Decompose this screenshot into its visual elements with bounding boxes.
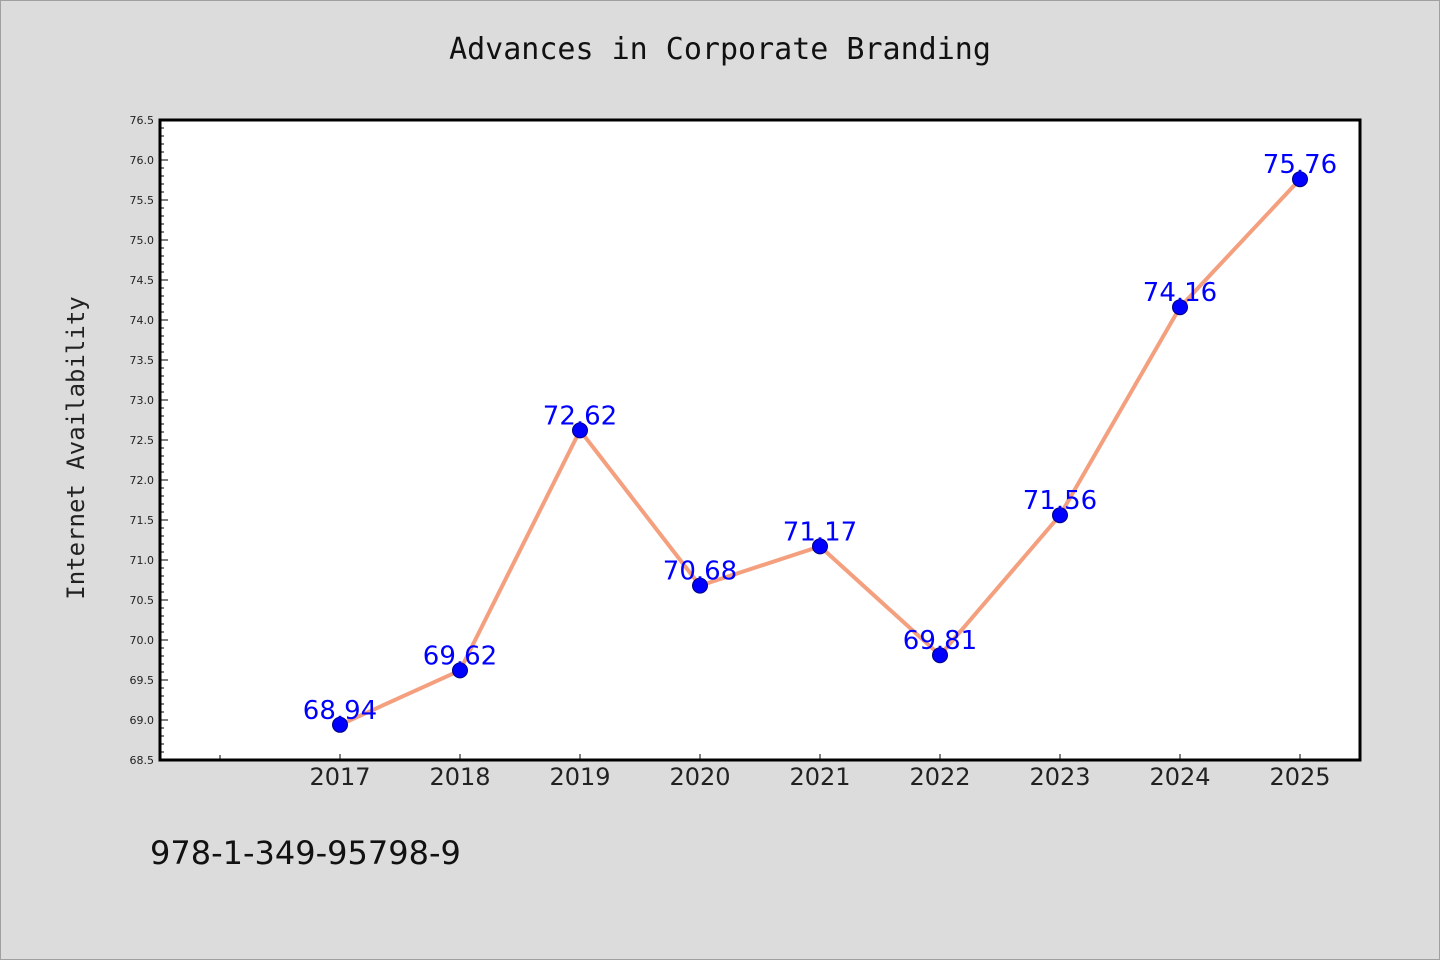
x-tick-label: 2018	[429, 763, 490, 791]
chart-title: Advances in Corporate Branding	[449, 32, 991, 67]
y-tick-label: 73.0	[130, 394, 155, 407]
data-point	[692, 577, 708, 594]
y-tick-label: 69.5	[130, 674, 155, 687]
y-tick-label: 70.5	[130, 594, 155, 607]
y-tick-label: 70.0	[130, 634, 155, 647]
data-point	[572, 422, 588, 439]
y-tick-label: 73.5	[130, 354, 155, 367]
y-axis-ticks: 68.5 69.0 69.5 70.0 70.5 71.0 71.5 72.0 72.5 73.0…	[130, 114, 168, 767]
data-label: 71.17	[783, 517, 857, 547]
y-tick-label: 71.5	[130, 514, 155, 527]
y-tick-label: 69.0	[130, 714, 155, 727]
data-point	[1172, 299, 1188, 316]
x-tick-label: 2023	[1029, 763, 1090, 791]
y-tick-label: 76.0	[130, 154, 155, 167]
y-tick-label: 71.0	[130, 554, 155, 567]
x-tick-label: 2020	[669, 763, 730, 791]
y-tick-label: 68.5	[130, 754, 155, 767]
data-markers	[332, 171, 1308, 733]
data-label: 74.16	[1143, 278, 1217, 308]
y-tick-label: 75.0	[130, 234, 155, 247]
y-tick-label: 75.5	[130, 194, 155, 207]
data-label: 68.94	[303, 696, 377, 726]
isbn-text: 978-1-349-95798-9	[150, 834, 461, 872]
x-tick-label: 2019	[549, 763, 610, 791]
x-tick-label: 2021	[789, 763, 850, 791]
y-tick-label: 72.0	[130, 474, 155, 487]
data-label: 75.76	[1263, 150, 1337, 180]
data-point	[1052, 507, 1068, 524]
y-tick-label: 74.0	[130, 314, 155, 327]
x-tick-label: 2024	[1149, 763, 1210, 791]
data-label: 69.81	[903, 626, 977, 656]
data-point	[932, 647, 948, 664]
data-point	[1292, 171, 1308, 188]
data-label: 71.56	[1023, 486, 1097, 516]
data-point	[452, 662, 468, 679]
plot-area	[158, 118, 1362, 762]
data-label: 72.62	[543, 401, 617, 431]
data-label: 69.62	[423, 641, 497, 671]
x-axis-ticks: 2017 2018 2019 2020 2021 2022 2023 2024 2025	[219, 754, 1331, 791]
y-tick-label: 72.5	[130, 434, 155, 447]
data-labels: 68.94 69.62 72.62 70.68 71.17 69.81 71.56 74.16…	[303, 150, 1337, 726]
data-label: 70.68	[663, 557, 737, 587]
x-tick-label: 2022	[909, 763, 970, 791]
data-point	[812, 538, 828, 555]
x-tick-label: 2025	[1269, 763, 1330, 791]
x-tick-label: 2017	[309, 763, 370, 791]
y-tick-label: 74.5	[130, 274, 155, 287]
y-tick-label: 76.5	[130, 114, 155, 127]
data-point	[332, 716, 348, 733]
